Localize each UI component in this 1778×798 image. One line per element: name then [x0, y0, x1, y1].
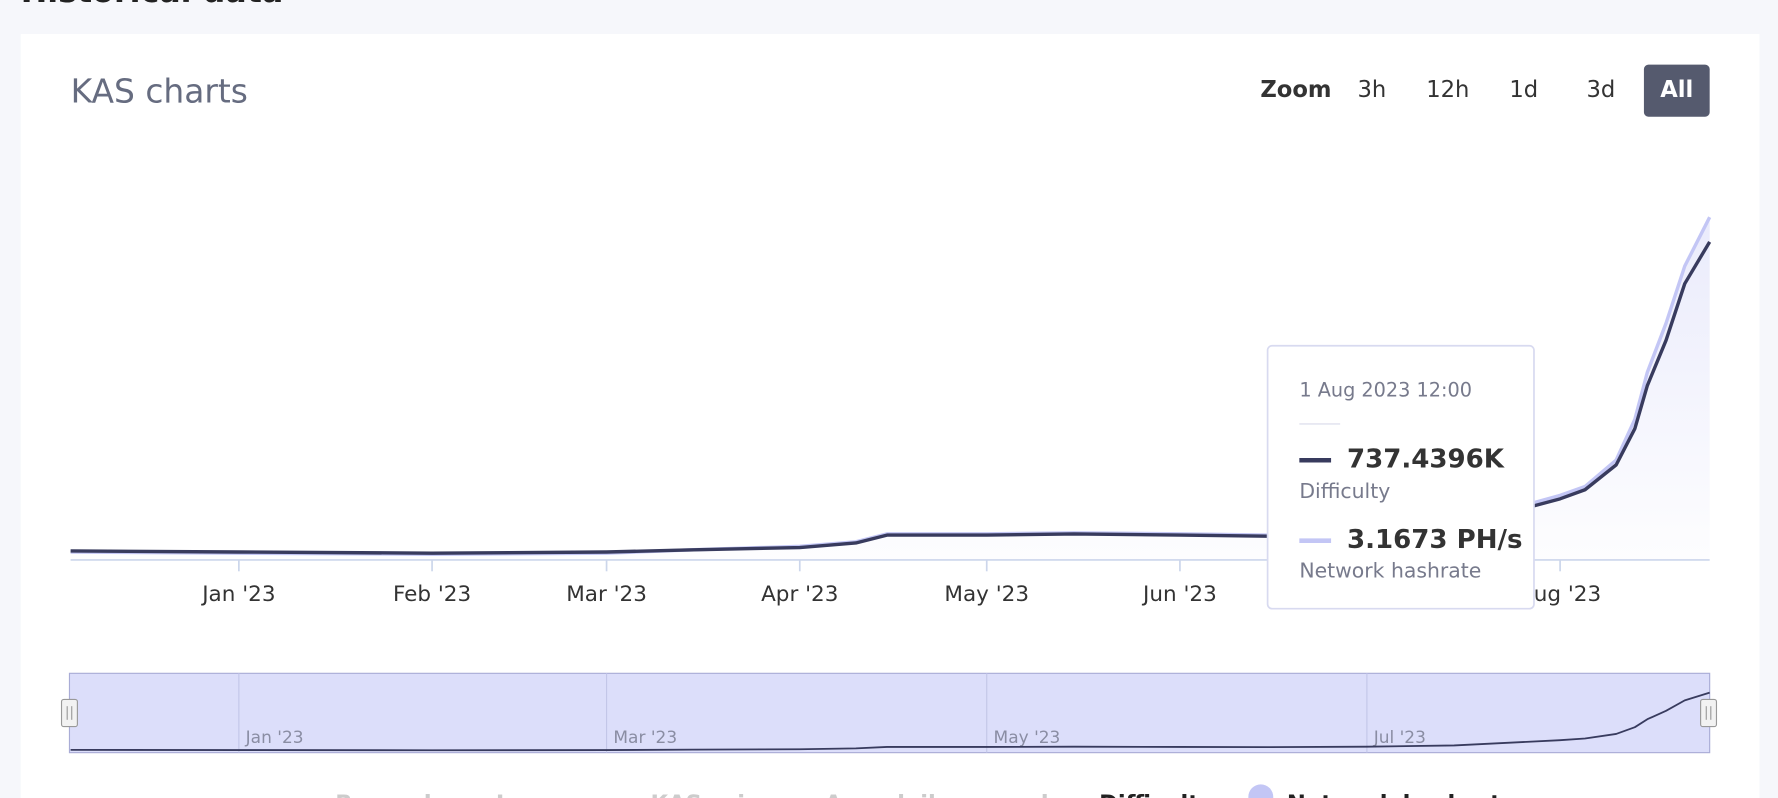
zoom-label: Zoom	[1260, 77, 1331, 103]
zoom-button[interactable]: 3h	[1357, 77, 1386, 103]
navigator-tick-label: Jul '23	[1373, 728, 1426, 748]
x-tick-label: Feb '23	[393, 582, 471, 607]
legend: Reward Income KAS price Avg. daily reward Di…	[335, 784, 1516, 798]
x-tick-label: Apr '23	[761, 582, 838, 607]
navigator-handle[interactable]	[60, 698, 78, 728]
x-tick-label: May '23	[944, 582, 1029, 607]
zoom-buttons: 3h 12h 1d 3d All	[1357, 64, 1710, 117]
x-tick-label: Mar '23	[566, 582, 647, 607]
zoom-button[interactable]: 12h	[1426, 77, 1469, 103]
legend-item[interactable]: Difficulty	[1099, 791, 1214, 798]
navigator-handle[interactable]	[1700, 698, 1718, 728]
x-tick-label: Jun '23	[1141, 582, 1217, 607]
area	[70, 217, 1710, 560]
tooltip-series-name: Difficulty	[1299, 479, 1390, 503]
tooltip: 1 Aug 2023 12:00 737.4396K Difficulty 3.…	[1266, 344, 1535, 610]
zoom-button[interactable]: 1d	[1509, 77, 1538, 103]
zoom-button[interactable]: All	[1660, 77, 1693, 103]
series-line	[70, 240, 1712, 555]
legend-item[interactable]: KAS price	[651, 791, 774, 798]
tooltip-box	[1266, 344, 1535, 610]
navigator-bg	[68, 672, 1711, 754]
tooltip-value: 737.4396K	[1347, 445, 1505, 475]
tooltip-date: 1 Aug 2023 12:00	[1299, 379, 1472, 402]
legend-symbol	[1248, 784, 1274, 798]
plot-area: Jan '23 Feb '23 Mar '23 Apr '23 May '23 Jun '…	[70, 216, 1712, 607]
navigator-tick-label: Mar '23	[613, 728, 677, 748]
chart-title: KAS charts	[71, 71, 248, 110]
legend-item[interactable]: Avg. daily reward	[825, 791, 1049, 798]
page-title: Historical data	[21, 0, 284, 10]
navigator-line	[70, 691, 1710, 752]
legend-item[interactable]: Reward	[335, 791, 431, 798]
tooltip-value: 3.1673 PH/s	[1347, 525, 1523, 555]
navigator: Jan '23 Mar '23 May '23 Jul '23	[60, 672, 1718, 754]
legend-item[interactable]: Income	[496, 791, 589, 798]
legend-item[interactable]: Network hashrate	[1287, 791, 1516, 798]
navigator-tick-label: Jan '23	[245, 728, 304, 748]
zoom-button[interactable]: 3d	[1586, 77, 1615, 103]
tooltip-series-name: Network hashrate	[1299, 558, 1481, 582]
navigator-tick-label: May '23	[994, 728, 1061, 748]
x-tick-label: Jan '23	[200, 582, 275, 607]
zoom-button-bg[interactable]	[1643, 64, 1710, 117]
